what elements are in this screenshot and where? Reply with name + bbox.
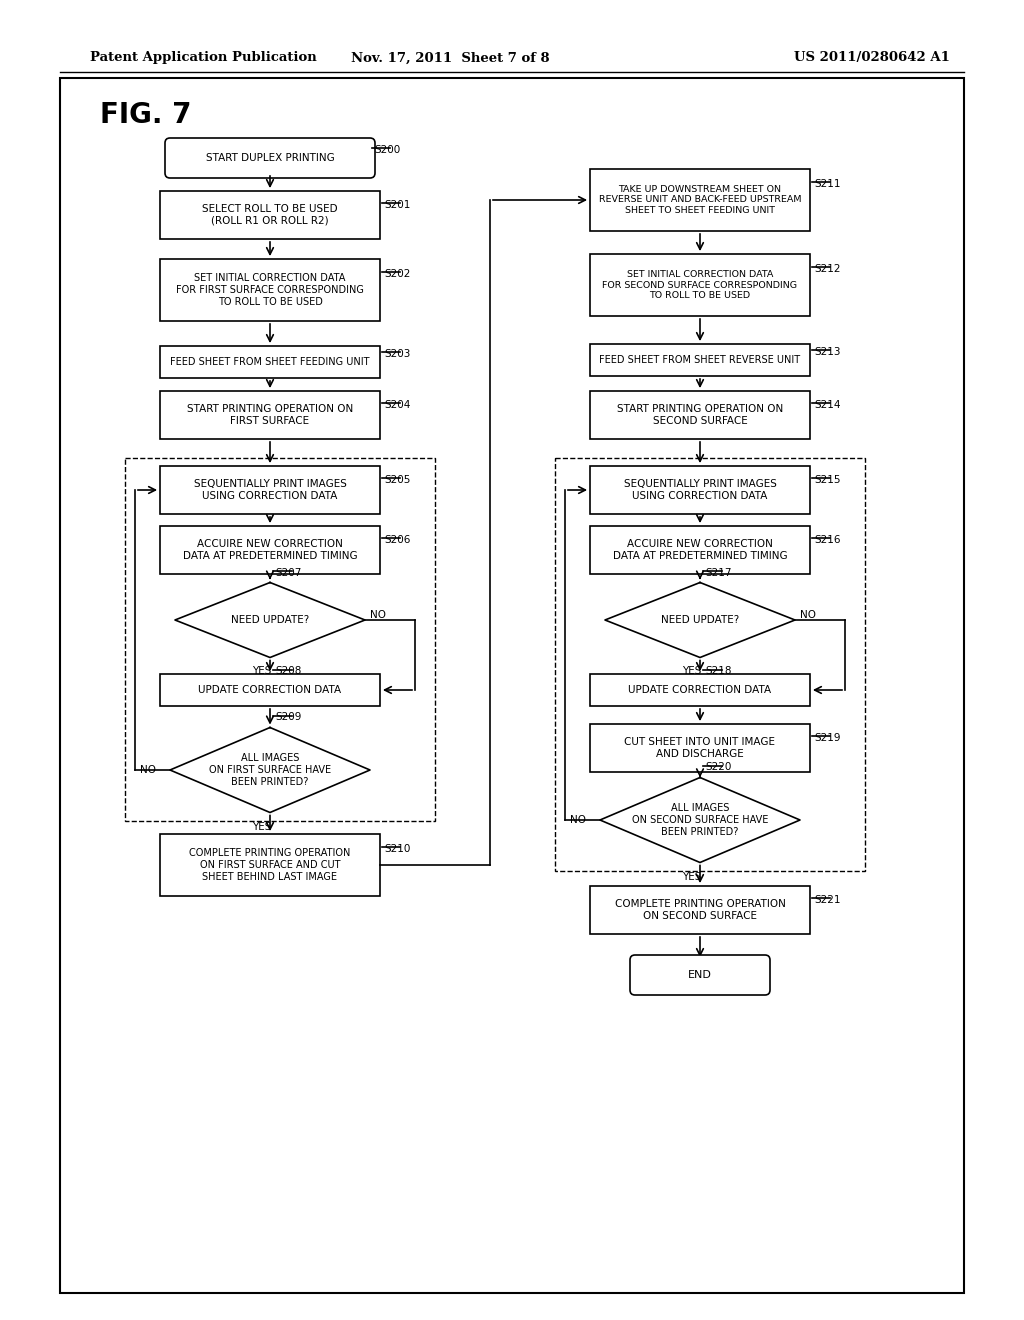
- Text: END: END: [688, 970, 712, 979]
- Bar: [590, 169, 810, 231]
- Text: NO: NO: [370, 610, 386, 620]
- Text: S216: S216: [814, 535, 841, 545]
- Text: YES: YES: [252, 667, 271, 676]
- Text: S218: S218: [705, 667, 731, 676]
- Text: TAKE UP DOWNSTREAM SHEET ON
REVERSE UNIT AND BACK-FEED UPSTREAM
SHEET TO SHEET F: TAKE UP DOWNSTREAM SHEET ON REVERSE UNIT…: [599, 185, 801, 215]
- Bar: [590, 466, 810, 513]
- Text: S204: S204: [384, 400, 411, 411]
- Text: Nov. 17, 2011  Sheet 7 of 8: Nov. 17, 2011 Sheet 7 of 8: [350, 51, 549, 65]
- Bar: [160, 346, 380, 378]
- Text: YES: YES: [682, 667, 701, 676]
- Text: START PRINTING OPERATION ON
FIRST SURFACE: START PRINTING OPERATION ON FIRST SURFAC…: [186, 404, 353, 426]
- Text: COMPLETE PRINTING OPERATION
ON SECOND SURFACE: COMPLETE PRINTING OPERATION ON SECOND SU…: [614, 899, 785, 921]
- Bar: [590, 525, 810, 574]
- Text: S211: S211: [814, 180, 841, 189]
- Bar: [160, 466, 380, 513]
- Text: FIG. 7: FIG. 7: [100, 102, 191, 129]
- Text: UPDATE CORRECTION DATA: UPDATE CORRECTION DATA: [199, 685, 342, 696]
- Text: S208: S208: [275, 667, 301, 676]
- Bar: [590, 345, 810, 376]
- Text: SELECT ROLL TO BE USED
(ROLL R1 OR ROLL R2): SELECT ROLL TO BE USED (ROLL R1 OR ROLL …: [202, 205, 338, 226]
- Text: YES: YES: [682, 871, 701, 882]
- Text: S206: S206: [384, 535, 411, 545]
- Bar: [590, 253, 810, 315]
- Text: S213: S213: [814, 347, 841, 356]
- Text: S220: S220: [705, 763, 731, 772]
- Bar: [160, 834, 380, 896]
- Text: NEED UPDATE?: NEED UPDATE?: [660, 615, 739, 624]
- Text: ALL IMAGES
ON SECOND SURFACE HAVE
BEEN PRINTED?: ALL IMAGES ON SECOND SURFACE HAVE BEEN P…: [632, 804, 768, 837]
- Polygon shape: [170, 727, 370, 813]
- Text: SET INITIAL CORRECTION DATA
FOR FIRST SURFACE CORRESPONDING
TO ROLL TO BE USED: SET INITIAL CORRECTION DATA FOR FIRST SU…: [176, 273, 364, 306]
- Text: UPDATE CORRECTION DATA: UPDATE CORRECTION DATA: [629, 685, 771, 696]
- Text: YES: YES: [252, 821, 271, 832]
- Text: S214: S214: [814, 400, 841, 411]
- Text: Patent Application Publication: Patent Application Publication: [90, 51, 316, 65]
- Bar: [160, 525, 380, 574]
- Bar: [555, 458, 865, 870]
- Text: S202: S202: [384, 269, 411, 279]
- Text: S207: S207: [275, 568, 301, 578]
- Text: SEQUENTIALLY PRINT IMAGES
USING CORRECTION DATA: SEQUENTIALLY PRINT IMAGES USING CORRECTI…: [194, 479, 346, 500]
- Bar: [60, 78, 964, 1294]
- Text: START DUPLEX PRINTING: START DUPLEX PRINTING: [206, 153, 335, 162]
- Bar: [590, 391, 810, 440]
- Polygon shape: [600, 777, 800, 862]
- Text: S219: S219: [814, 733, 841, 743]
- Bar: [160, 391, 380, 440]
- Text: S210: S210: [384, 843, 411, 854]
- Bar: [125, 458, 435, 821]
- Text: FEED SHEET FROM SHEET FEEDING UNIT: FEED SHEET FROM SHEET FEEDING UNIT: [170, 356, 370, 367]
- Bar: [160, 675, 380, 706]
- Text: NO: NO: [570, 814, 586, 825]
- Text: S212: S212: [814, 264, 841, 275]
- Text: CUT SHEET INTO UNIT IMAGE
AND DISCHARGE: CUT SHEET INTO UNIT IMAGE AND DISCHARGE: [625, 737, 775, 759]
- Text: FEED SHEET FROM SHEET REVERSE UNIT: FEED SHEET FROM SHEET REVERSE UNIT: [599, 355, 801, 366]
- Text: NO: NO: [140, 766, 156, 775]
- Text: S205: S205: [384, 475, 411, 484]
- Bar: [590, 723, 810, 772]
- FancyBboxPatch shape: [165, 139, 375, 178]
- Text: S203: S203: [384, 348, 411, 359]
- Text: S215: S215: [814, 475, 841, 484]
- Polygon shape: [605, 582, 795, 657]
- Text: SEQUENTIALLY PRINT IMAGES
USING CORRECTION DATA: SEQUENTIALLY PRINT IMAGES USING CORRECTI…: [624, 479, 776, 500]
- Text: US 2011/0280642 A1: US 2011/0280642 A1: [795, 51, 950, 65]
- Polygon shape: [175, 582, 365, 657]
- Bar: [160, 259, 380, 321]
- Text: ACCUIRE NEW CORRECTION
DATA AT PREDETERMINED TIMING: ACCUIRE NEW CORRECTION DATA AT PREDETERM…: [612, 539, 787, 561]
- Bar: [160, 191, 380, 239]
- Text: NEED UPDATE?: NEED UPDATE?: [230, 615, 309, 624]
- Text: ALL IMAGES
ON FIRST SURFACE HAVE
BEEN PRINTED?: ALL IMAGES ON FIRST SURFACE HAVE BEEN PR…: [209, 754, 331, 787]
- Text: S217: S217: [705, 568, 731, 578]
- Text: S200: S200: [374, 145, 400, 154]
- Text: S201: S201: [384, 201, 411, 210]
- Text: SET INITIAL CORRECTION DATA
FOR SECOND SURFACE CORRESPONDING
TO ROLL TO BE USED: SET INITIAL CORRECTION DATA FOR SECOND S…: [602, 271, 798, 300]
- Text: START PRINTING OPERATION ON
SECOND SURFACE: START PRINTING OPERATION ON SECOND SURFA…: [616, 404, 783, 426]
- Text: NO: NO: [800, 610, 816, 620]
- FancyBboxPatch shape: [630, 954, 770, 995]
- Text: S209: S209: [275, 713, 301, 722]
- Bar: [590, 675, 810, 706]
- Text: COMPLETE PRINTING OPERATION
ON FIRST SURFACE AND CUT
SHEET BEHIND LAST IMAGE: COMPLETE PRINTING OPERATION ON FIRST SUR…: [189, 849, 350, 882]
- Bar: [590, 886, 810, 935]
- Text: ACCUIRE NEW CORRECTION
DATA AT PREDETERMINED TIMING: ACCUIRE NEW CORRECTION DATA AT PREDETERM…: [182, 539, 357, 561]
- Text: S221: S221: [814, 895, 841, 906]
